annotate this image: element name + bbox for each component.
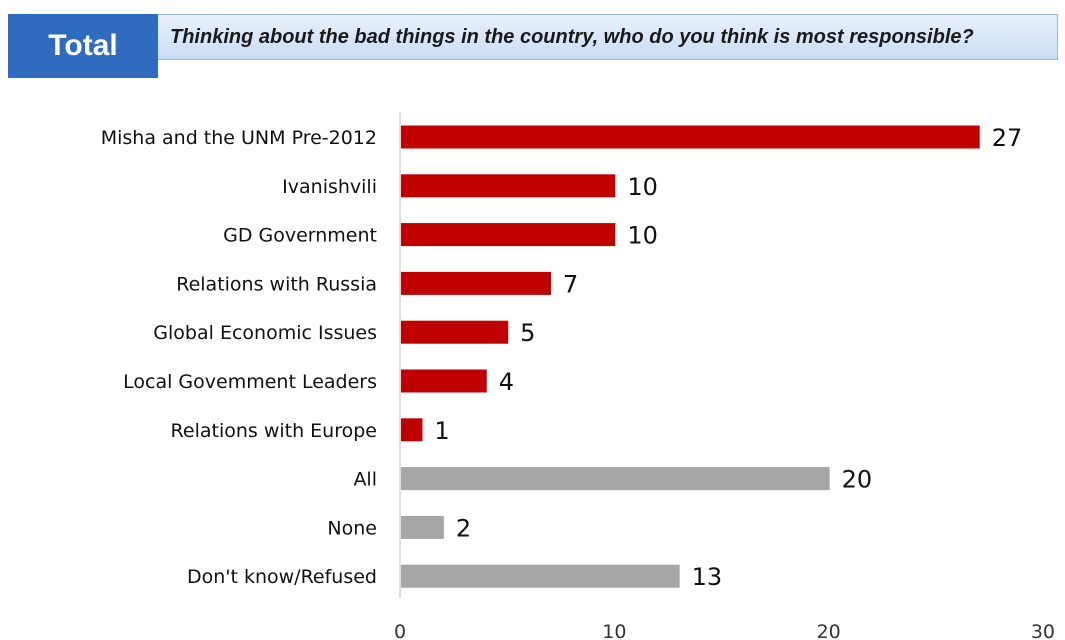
bar <box>401 271 552 295</box>
category-label: None <box>327 517 377 539</box>
bar <box>401 418 423 442</box>
x-tick-label: 0 <box>394 621 406 640</box>
x-tick-label: 20 <box>817 621 841 640</box>
data-label: 7 <box>563 270 578 298</box>
total-tab: Total <box>8 14 158 78</box>
category-label: Don't know/Refused <box>187 566 377 588</box>
category-label: Global Economic Issues <box>153 322 377 344</box>
category-label: GD Government <box>223 225 377 247</box>
data-label: 4 <box>499 368 514 396</box>
bar <box>401 223 616 247</box>
bar <box>401 467 830 491</box>
x-tick-label: 10 <box>602 621 626 640</box>
data-label: 20 <box>842 466 873 494</box>
data-label: 1 <box>434 417 449 445</box>
data-label: 27 <box>992 124 1023 152</box>
data-label: 10 <box>627 173 658 201</box>
category-label: All <box>353 469 377 491</box>
x-tick-label: 30 <box>1031 621 1055 640</box>
data-label: 10 <box>627 222 658 250</box>
category-label: Relations with Europe <box>171 420 377 442</box>
question-title: Thinking about the bad things in the cou… <box>158 14 1058 60</box>
bar <box>401 320 509 344</box>
bar <box>401 125 980 149</box>
category-label: Relations with Russia <box>176 273 377 295</box>
data-label: 5 <box>520 319 535 347</box>
category-label: Ivanishvili <box>282 176 377 198</box>
data-label: 2 <box>456 514 471 542</box>
bar <box>401 515 444 539</box>
category-label: Misha and the UNM Pre-2012 <box>101 127 377 149</box>
data-label: 13 <box>692 563 723 591</box>
bar <box>401 174 616 198</box>
category-label: Local Govemment Leaders <box>123 371 377 393</box>
bar <box>401 564 680 588</box>
bar <box>401 369 487 393</box>
